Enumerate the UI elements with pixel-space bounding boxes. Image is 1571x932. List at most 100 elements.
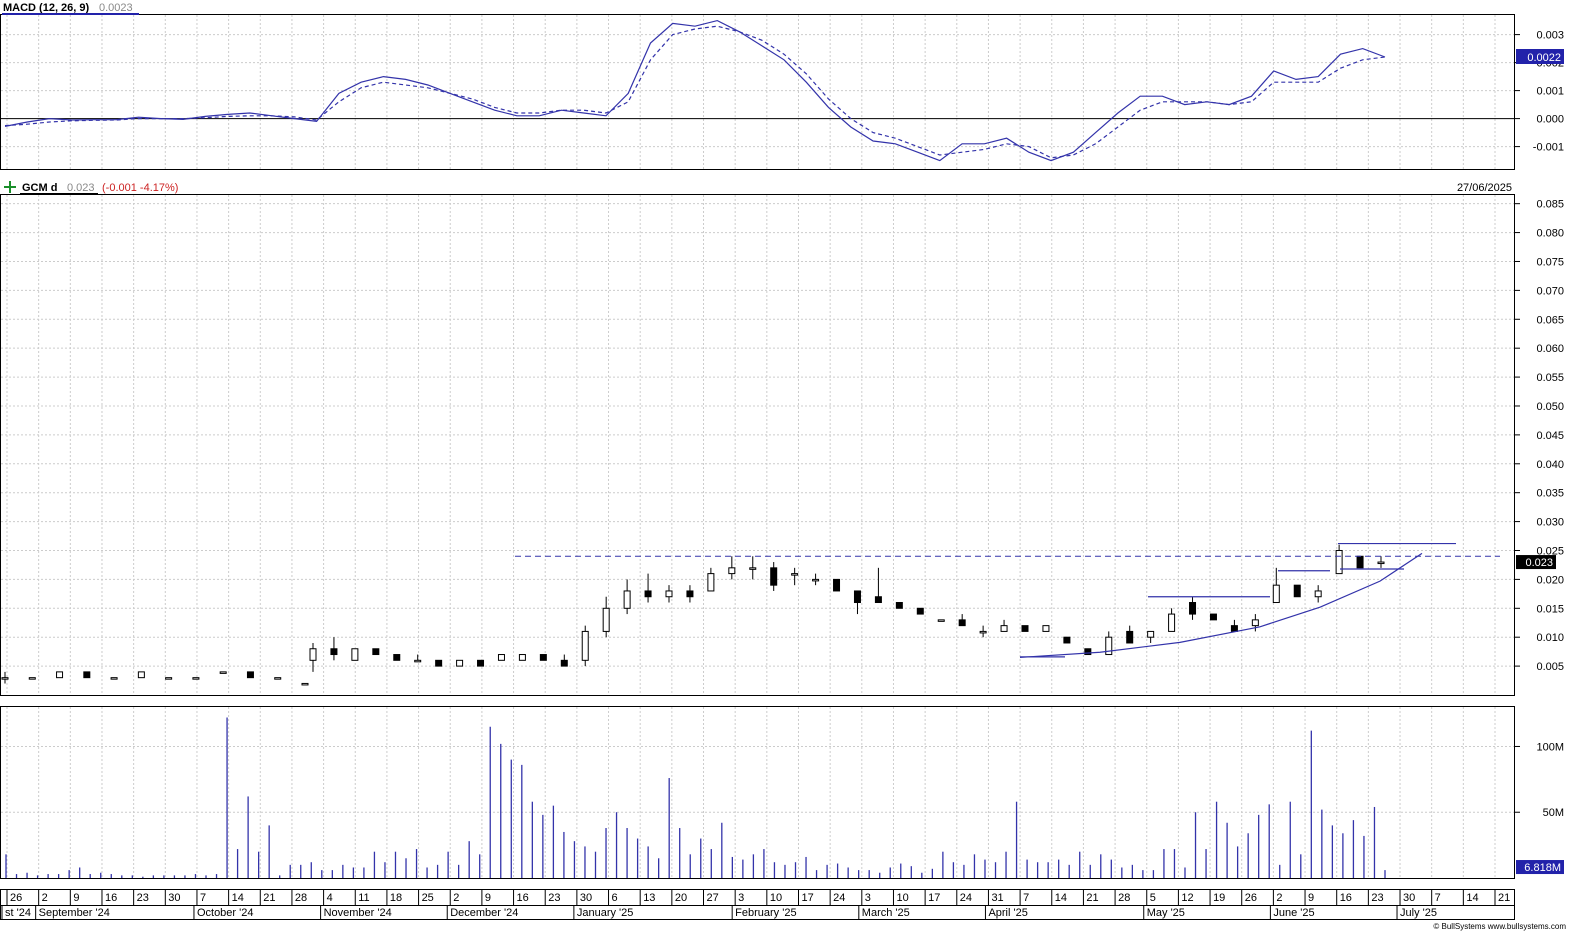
day-tick-label: 2 (453, 892, 459, 904)
candle-body (644, 590, 652, 598)
day-tick-label: 23 (1371, 892, 1383, 904)
price-ytick-label: 0.065 (1536, 314, 1564, 326)
day-tick-label: 31 (991, 892, 1003, 904)
candle-body (56, 671, 64, 679)
price-candle (1230, 619, 1238, 632)
month-label: st '24 (5, 907, 31, 919)
macd-ytick-label: 0.001 (1536, 86, 1564, 98)
price-candle (602, 596, 610, 638)
candle-body (274, 677, 282, 680)
candle-body (1272, 584, 1280, 604)
candle-body (874, 596, 882, 604)
day-tick-label: 10 (770, 892, 782, 904)
month-label: June '25 (1273, 907, 1314, 919)
candle-body (1000, 625, 1008, 632)
candle-body (895, 602, 903, 609)
day-tick-label: 16 (517, 892, 529, 904)
day-tick-label: 17 (928, 892, 940, 904)
day-tick-label: 14 (1055, 892, 1067, 904)
price-candle (833, 578, 841, 592)
candle-body (853, 590, 861, 604)
candle-body (1314, 590, 1322, 598)
price-plot (1, 542, 1500, 686)
candle-body (309, 648, 317, 661)
price-candle (274, 677, 282, 680)
add-indicator-icon[interactable] (4, 181, 16, 193)
price-candle (372, 648, 380, 656)
day-tick-label: 26 (10, 892, 22, 904)
price-candle (560, 654, 568, 667)
month-label: March '25 (862, 907, 910, 919)
price-last-badge-bg (1516, 555, 1556, 570)
candle-body (1063, 636, 1071, 644)
day-tick-label: 28 (295, 892, 307, 904)
price-ytick-label: 0.055 (1536, 372, 1564, 384)
price-candle (1356, 555, 1364, 569)
macd-ytick-label: -0.001 (1533, 142, 1564, 154)
day-tick-label: 14 (1466, 892, 1478, 904)
xaxis-frame (0, 889, 1515, 920)
macd-last-badge-bg (1516, 49, 1564, 64)
candle-body (192, 677, 200, 680)
copyright-footer: © BullSystems www.bullsystems.com (1433, 922, 1566, 931)
price-ticker[interactable]: GCM d (22, 182, 57, 194)
month-label: October '24 (197, 907, 254, 919)
grid-layer (1, 15, 1514, 878)
candle-body (110, 677, 118, 680)
day-tick-label: 16 (105, 892, 117, 904)
candle-body (246, 671, 254, 679)
price-candle (456, 659, 464, 667)
price-date: 27/06/2025 (1457, 182, 1512, 194)
price-candle (28, 677, 36, 680)
candle-body (1251, 619, 1259, 627)
candle-body (560, 659, 568, 667)
day-tick-label: 21 (263, 892, 275, 904)
macd-ytick-label: 0.003 (1536, 30, 1564, 42)
day-tick-label: 28 (1118, 892, 1130, 904)
axis-labels: 26 2 9 16 23 30 7 14 21 28 4 11 18 25 2 9 16 23 30 6 13 20 27 3… (1, 30, 1564, 919)
day-tick-label: 30 (168, 892, 180, 904)
price-candle (393, 654, 401, 661)
day-tick-label: 9 (485, 892, 491, 904)
day-tick-label: 30 (580, 892, 592, 904)
candle-body (477, 659, 485, 667)
candle-body (497, 654, 505, 661)
candle-body (414, 659, 422, 663)
day-tick-label: 7 (200, 892, 206, 904)
volume-last-badge-bg (1516, 860, 1564, 875)
day-tick-label: 2 (42, 892, 48, 904)
price-ytick-label: 0.045 (1536, 430, 1564, 442)
price-candle (1272, 567, 1280, 604)
price-last-badge: 0.023 (1525, 557, 1553, 569)
day-tick-label: 7 (1435, 892, 1441, 904)
volume-plot (5, 717, 1386, 878)
candle-body (581, 630, 589, 661)
candle-body (833, 578, 841, 592)
day-tick-label: 6 (612, 892, 618, 904)
price-candle (414, 654, 422, 663)
price-candle (1168, 608, 1176, 632)
day-tick-label: 18 (390, 892, 402, 904)
day-tick-label: 21 (1086, 892, 1098, 904)
candle-body (1168, 613, 1176, 632)
price-ytick-label: 0.070 (1536, 285, 1564, 297)
day-tick-label: 23 (548, 892, 560, 904)
price-candle (1189, 596, 1197, 620)
candle-body (979, 630, 987, 634)
price-candle (330, 637, 338, 661)
day-tick-label: 11 (358, 892, 369, 904)
price-candle (1, 671, 9, 684)
price-ytick-label: 0.060 (1536, 343, 1564, 355)
candle-body (812, 578, 820, 582)
macd-title: MACD (12, 26, 9) (3, 2, 90, 14)
price-ytick-label: 0.005 (1536, 661, 1564, 673)
price-candle (539, 654, 547, 661)
price-ytick-label: 0.080 (1536, 228, 1564, 240)
volume-panel-frame (0, 706, 1515, 879)
price-candle (1021, 625, 1029, 632)
price-ytick-label: 0.020 (1536, 574, 1564, 586)
candle-body (665, 590, 673, 598)
volume-ytick-label: 100M (1536, 741, 1564, 753)
candle-body (1293, 584, 1301, 598)
candle-body (393, 654, 401, 661)
